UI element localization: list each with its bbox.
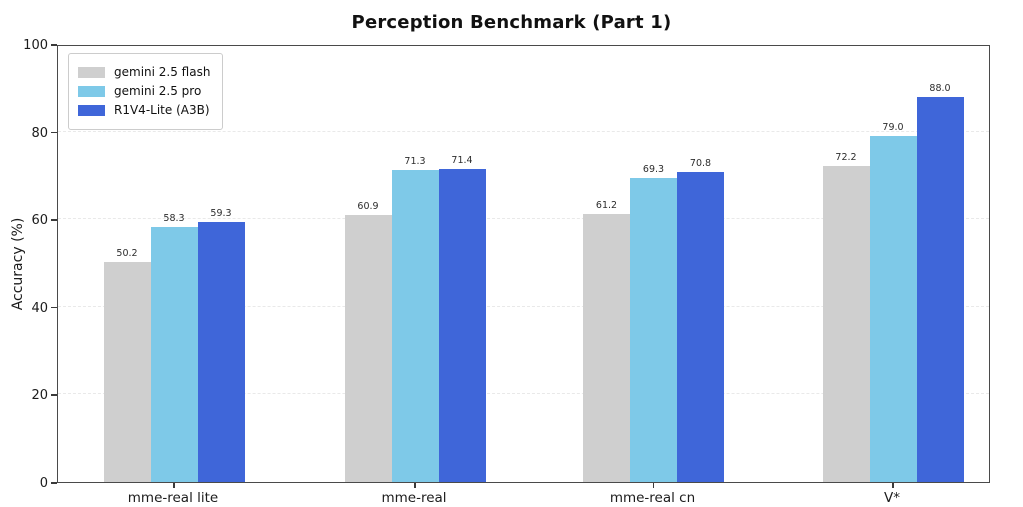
legend-label: gemini 2.5 pro <box>114 84 202 99</box>
bar-value-label: 59.3 <box>210 208 232 220</box>
y-tick-label: 100 <box>23 38 48 53</box>
bar-value-label: 79.0 <box>882 121 904 133</box>
legend-label: gemini 2.5 flash <box>114 65 211 79</box>
bar-value-label: 71.4 <box>451 155 473 167</box>
bar-group-mme-real-lite: 50.2 58.3 59.3 <box>103 46 245 482</box>
y-tick-label: 0 <box>39 476 48 491</box>
y-tick-mark <box>51 219 57 221</box>
chart-title: Perception Benchmark (Part 1) <box>351 12 672 33</box>
legend-item: gemini 2.5 pro <box>78 83 210 99</box>
bar <box>438 169 486 482</box>
gridline <box>58 393 989 395</box>
legend-swatch-r1v4-lite <box>78 104 105 116</box>
bar <box>916 96 964 482</box>
gridline <box>58 218 989 220</box>
x-tick-label: mme-real lite <box>127 490 219 506</box>
bar-group-mme-real-cn: 61.2 69.3 70.8 <box>583 46 724 482</box>
y-tick-mark <box>51 482 57 484</box>
legend-item: R1V4-Lite (A3B) <box>78 102 210 118</box>
x-tick-mark <box>652 483 654 488</box>
bar-group-mme-real: 60.9 71.3 71.4 <box>344 46 486 482</box>
bar-value-label: 60.9 <box>357 201 379 213</box>
bar-value-label: 69.3 <box>642 164 665 176</box>
bar-value-label: 61.2 <box>595 199 618 211</box>
bar <box>583 213 630 482</box>
x-tick-label: mme-real <box>381 490 447 506</box>
legend: gemini 2.5 flash gemini 2.5 pro R1V4-Lit… <box>68 53 224 130</box>
y-tick-mark <box>51 131 57 134</box>
bar-value-label: 71.3 <box>404 155 426 167</box>
y-tick-mark <box>51 394 57 396</box>
bar <box>822 165 870 482</box>
bar <box>630 178 677 482</box>
y-tick-label: 40 <box>31 300 48 316</box>
x-tick-mark <box>173 483 175 488</box>
bar-value-label: 88.0 <box>929 82 951 94</box>
legend-item: gemini 2.5 flash <box>78 64 210 80</box>
x-tick-label: mme-real cn <box>609 490 696 506</box>
y-tick-label: 80 <box>31 125 48 141</box>
legend-label: R1V4-Lite (A3B) <box>114 103 210 118</box>
legend-swatch-gemini-25-pro <box>78 85 105 97</box>
bar <box>677 171 724 482</box>
bar-value-label: 72.2 <box>835 151 857 163</box>
plot-area: gemini 2.5 flash gemini 2.5 pro R1V4-Lit… <box>57 45 990 483</box>
bar <box>150 226 198 482</box>
bar-value-label: 70.8 <box>689 157 712 169</box>
bar <box>391 169 439 482</box>
bar <box>344 215 392 482</box>
x-tick-label: V* <box>884 490 900 506</box>
bar-group-v-: 72.2 79.0 88.0 <box>822 46 964 482</box>
x-tick-mark <box>892 483 894 488</box>
gridline <box>58 130 989 132</box>
y-tick-mark <box>51 306 57 309</box>
y-tick-label: 20 <box>31 388 48 404</box>
legend-swatch-gemini-25-flash <box>78 66 105 78</box>
y-axis-label: Accuracy (%) <box>10 217 26 311</box>
bar-value-label: 58.3 <box>163 212 185 224</box>
gridline <box>58 305 989 307</box>
y-tick-mark <box>51 44 57 46</box>
y-tick-label: 60 <box>31 213 48 229</box>
x-tick-mark <box>414 483 416 488</box>
bar <box>197 222 245 482</box>
bar <box>869 135 917 482</box>
bar <box>103 262 151 482</box>
bar-value-label: 50.2 <box>116 248 138 260</box>
